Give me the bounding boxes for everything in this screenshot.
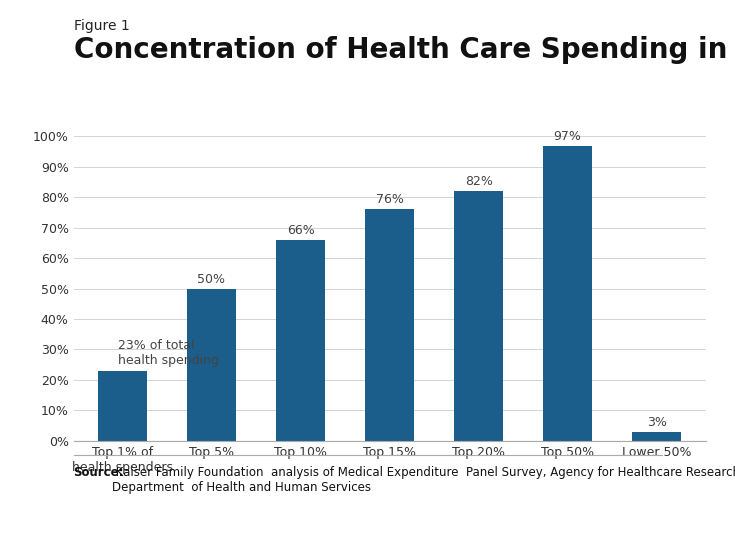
Bar	[365, 209, 414, 441]
Bar	[543, 145, 592, 441]
Bar	[98, 371, 147, 441]
Text: Kaiser Family Foundation  analysis of Medical Expenditure  Panel Survey, Agency : Kaiser Family Foundation analysis of Med…	[112, 466, 735, 494]
Bar	[187, 289, 236, 441]
Text: 66%: 66%	[287, 224, 315, 237]
Text: KAISER: KAISER	[633, 487, 701, 505]
Text: 50%: 50%	[198, 273, 226, 285]
Text: Figure 1: Figure 1	[74, 19, 129, 33]
Text: Source:: Source:	[74, 466, 124, 479]
Text: Concentration of Health Care Spending in U.S. Population: Concentration of Health Care Spending in…	[74, 36, 735, 64]
Text: THE HENRY J.: THE HENRY J.	[646, 469, 688, 474]
Text: 3%: 3%	[647, 415, 667, 429]
Text: FOUNDATION: FOUNDATION	[642, 531, 692, 540]
Text: 97%: 97%	[553, 129, 581, 143]
Text: 82%: 82%	[465, 175, 492, 188]
Bar	[632, 431, 681, 441]
Text: 76%: 76%	[376, 193, 404, 207]
Text: FAMILY: FAMILY	[634, 509, 700, 527]
Bar	[454, 191, 503, 441]
Bar	[276, 240, 325, 441]
Text: 23% of total
health spending: 23% of total health spending	[118, 339, 219, 367]
